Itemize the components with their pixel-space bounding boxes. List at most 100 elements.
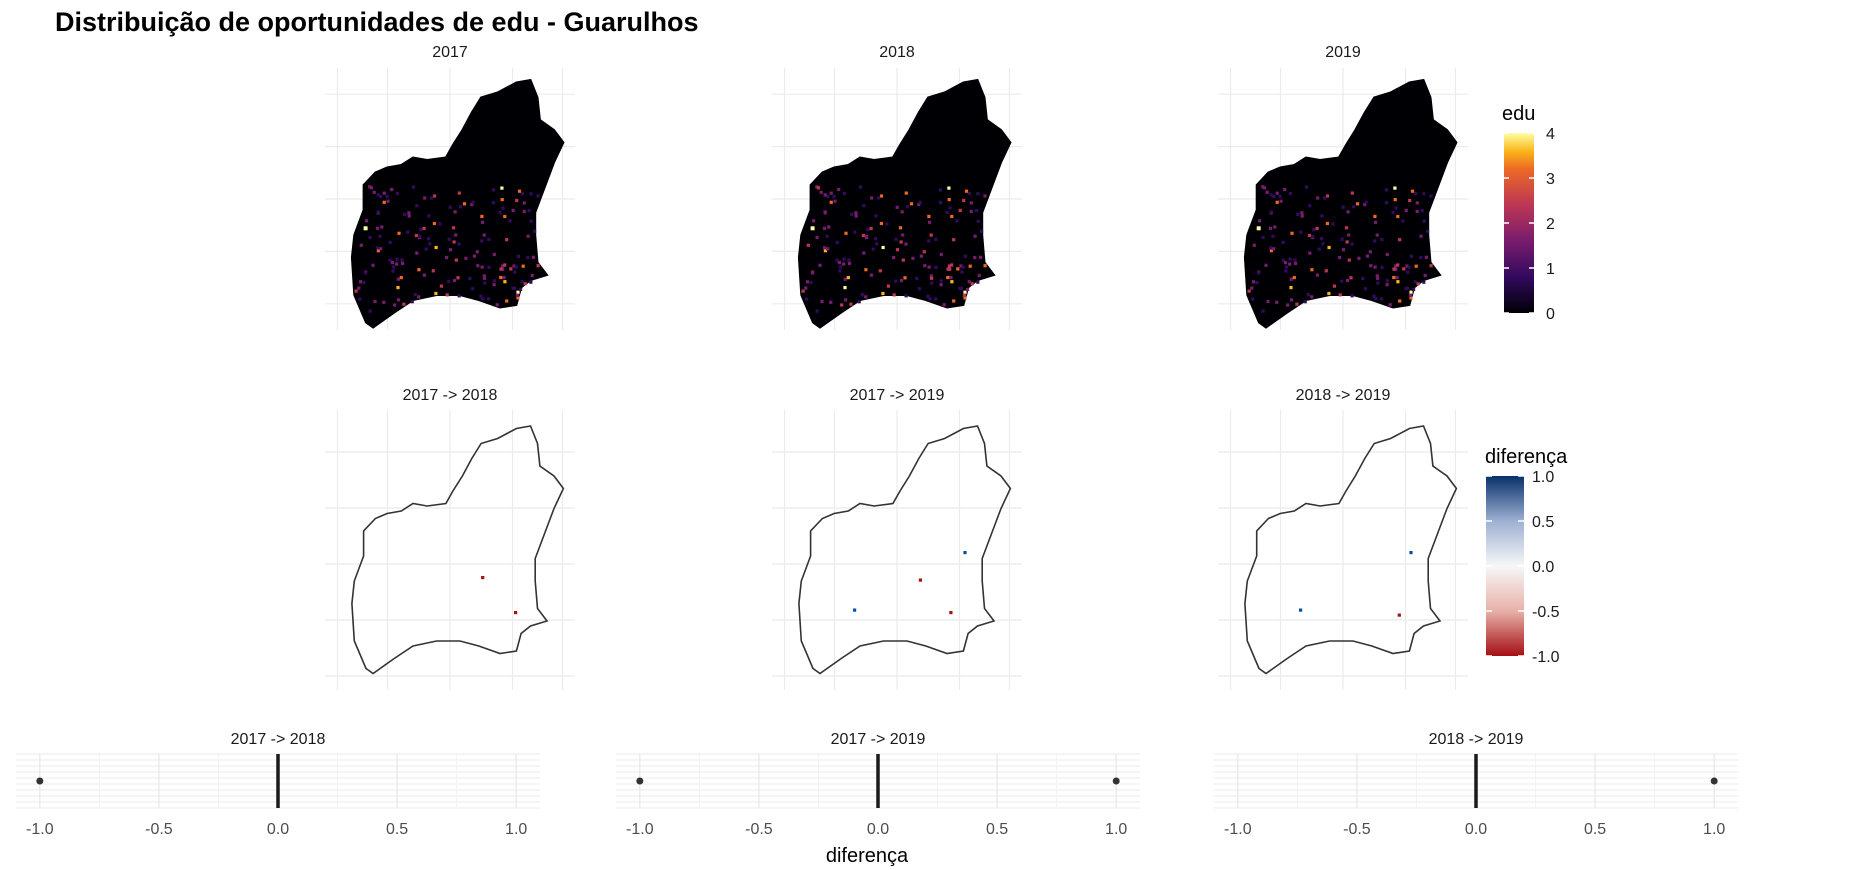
hex-cell (1295, 302, 1299, 306)
hex-cell (1323, 196, 1327, 200)
hex-cell (823, 249, 827, 253)
hex-cell (531, 255, 535, 259)
hex-cell (1320, 214, 1324, 218)
hex-cell (1365, 254, 1369, 258)
hex-cell (1345, 278, 1350, 283)
hex-cell (969, 201, 973, 205)
diferenca-legend-tick-label: 0.5 (1532, 514, 1554, 531)
hex-cell (482, 233, 486, 237)
hex-cell (529, 192, 533, 196)
hex-cell (517, 189, 522, 193)
hex-cell (909, 202, 914, 206)
hex-cell (967, 280, 971, 284)
hex-cell (837, 187, 841, 192)
hex-cell (479, 294, 483, 298)
hex-cell (947, 198, 951, 202)
hex-cell (1392, 275, 1396, 280)
hex-cell (1327, 291, 1331, 296)
hex-cell (879, 194, 884, 198)
hex-cell (495, 303, 499, 307)
hex-cell (922, 250, 926, 254)
hex-cell (804, 286, 808, 290)
edu-legend: edu 4 3 2 1 0 (1502, 103, 1555, 323)
hex-cell (904, 294, 908, 298)
hex-cell (850, 212, 854, 216)
hex-cell (397, 298, 401, 302)
hex-cell (946, 275, 950, 280)
hex-cell (857, 300, 861, 304)
hex-cell (376, 193, 380, 197)
hex-cell (501, 206, 505, 210)
hex-cell (879, 221, 883, 226)
hex-cell (1420, 209, 1424, 213)
hex-cell (1269, 249, 1273, 253)
hex-cell (1355, 202, 1360, 206)
hex-maps-row: 2017 2018 2019 (325, 44, 1468, 330)
hex-cell (1340, 237, 1344, 241)
hex-cell (864, 295, 868, 299)
hex-cell (1414, 264, 1418, 268)
hex-cell (363, 271, 368, 275)
hex-cell (424, 247, 428, 251)
hex-map-municipality-fill (1243, 78, 1458, 329)
hex-cell (406, 230, 410, 234)
hex-cell (966, 287, 970, 291)
hex-cell (1299, 230, 1303, 234)
hex-cell (1351, 205, 1356, 209)
hex-cell (379, 247, 383, 251)
hex-cell (964, 189, 969, 193)
hex-cell (1384, 188, 1389, 192)
hex-cell (959, 264, 963, 268)
hex-cell (1391, 210, 1395, 215)
hex-cell (500, 264, 505, 268)
hex-cell (810, 271, 815, 275)
hex-cell (464, 256, 468, 260)
hex-cell (395, 191, 399, 196)
hex-cell (1374, 220, 1378, 224)
hex-cell (415, 204, 419, 208)
hex-cell (1332, 284, 1336, 288)
hex-cell (846, 276, 850, 280)
hex-cell (1364, 200, 1368, 204)
hex-cell (904, 191, 908, 195)
hex-map-municipality-fill (797, 78, 1012, 329)
hex-cell (1251, 297, 1255, 301)
hex-cell (358, 280, 363, 284)
hex-cell (512, 264, 516, 268)
hex-cell (1347, 258, 1351, 262)
hex-cell (929, 233, 933, 237)
hex-cell (500, 186, 504, 190)
edu-legend-tick-label: 2 (1546, 216, 1555, 233)
hex-cell (843, 277, 847, 281)
hex-cell (927, 239, 931, 243)
diff-distribution-tick-label: -1.0 (626, 821, 654, 838)
hex-cell (445, 293, 449, 297)
hex-cell (805, 280, 810, 284)
hex-cell (423, 196, 427, 200)
hex-cell (1423, 273, 1427, 278)
hex-cell (499, 275, 503, 280)
hex-cell (1419, 256, 1423, 260)
hex-cell (1300, 214, 1304, 218)
hex-cell (391, 269, 395, 273)
hex-cell (1275, 300, 1279, 304)
hex-cell (1426, 229, 1430, 233)
edu-legend-tick-label: 0 (1546, 306, 1555, 323)
hex-cell (536, 264, 540, 268)
hex-cell (947, 264, 952, 268)
hex-cell (854, 211, 858, 215)
hex-cell (822, 226, 827, 230)
diff-distribution-panel: 2018 -> 2019 -1.0 -0.5 0.0 0.5 1.0 (1214, 731, 1738, 838)
hex-cell (1261, 309, 1265, 313)
hex-cell (874, 237, 878, 241)
hex-cell (885, 222, 889, 226)
hex-cell (1275, 200, 1279, 204)
figure-title: Distribuição de oportunidades de edu - G… (55, 7, 699, 37)
hex-cell (928, 220, 932, 224)
hex-cell (938, 188, 943, 192)
hex-cell (390, 187, 394, 192)
hex-cell (521, 264, 525, 268)
diff-distribution-tick-label: -0.5 (1343, 821, 1371, 838)
hex-cell (447, 279, 451, 283)
hex-cell (1269, 210, 1273, 214)
